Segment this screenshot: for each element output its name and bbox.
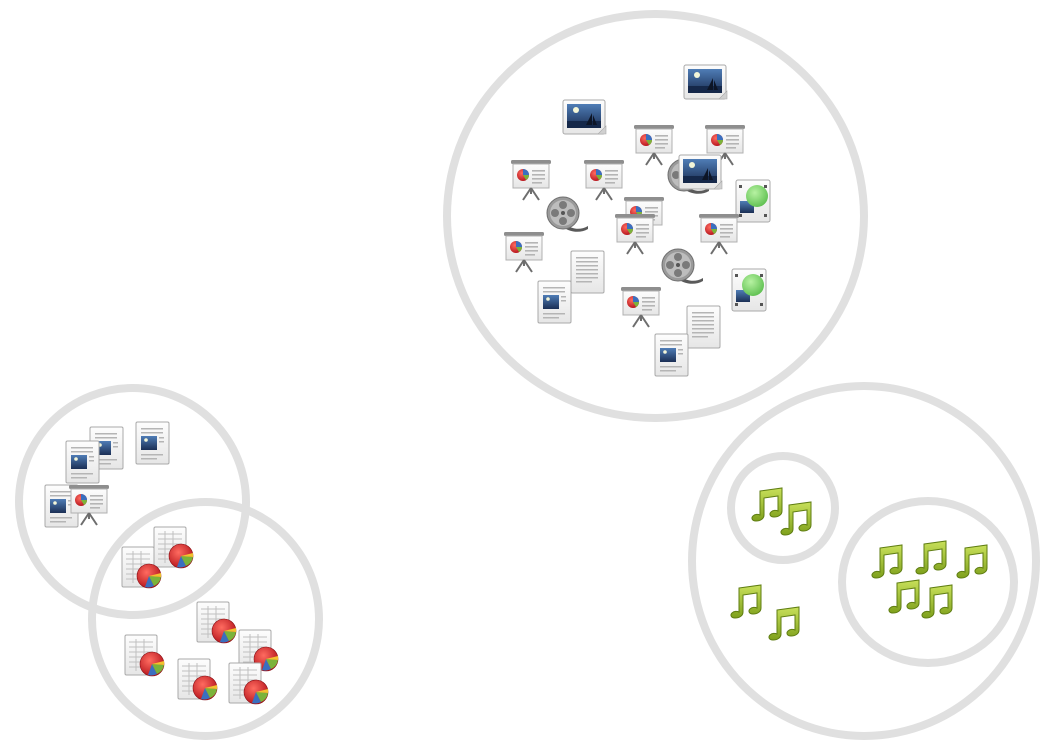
- spreadsheet-icon[interactable]: [121, 546, 163, 590]
- document-icon[interactable]: [570, 250, 606, 294]
- cluster-ring-music[interactable]: [688, 382, 1040, 740]
- image-file-icon[interactable]: [537, 280, 573, 324]
- music-note-icon[interactable]: [868, 544, 908, 580]
- cluster-ring-music-large[interactable]: [838, 497, 1018, 667]
- music-note-icon[interactable]: [727, 584, 767, 620]
- music-note-icon[interactable]: [953, 544, 993, 580]
- music-note-icon[interactable]: [918, 584, 958, 620]
- cluster-ring-music-small[interactable]: [727, 452, 839, 564]
- presentation-icon[interactable]: [502, 230, 546, 276]
- music-note-icon[interactable]: [777, 501, 817, 537]
- cluster-ring-mixed-media[interactable]: [443, 10, 868, 422]
- spreadsheet-icon[interactable]: [124, 634, 166, 678]
- presentation-icon[interactable]: [619, 285, 663, 331]
- image-file-icon[interactable]: [562, 99, 608, 137]
- document-icon[interactable]: [686, 305, 722, 349]
- music-note-icon[interactable]: [765, 606, 805, 642]
- image-file-icon[interactable]: [678, 154, 724, 192]
- spreadsheet-icon[interactable]: [196, 601, 238, 645]
- spreadsheet-icon[interactable]: [228, 662, 270, 706]
- video-reel-icon[interactable]: [658, 248, 704, 284]
- presentation-icon[interactable]: [613, 212, 657, 258]
- spreadsheet-icon[interactable]: [177, 658, 219, 702]
- presentation-icon[interactable]: [67, 483, 111, 529]
- video-reel-icon[interactable]: [543, 196, 589, 232]
- svg-image-icon[interactable]: [731, 268, 769, 312]
- cluster-ring-spreadsheets[interactable]: [88, 498, 323, 740]
- image-file-icon[interactable]: [683, 64, 729, 102]
- image-file-icon[interactable]: [654, 333, 690, 377]
- document-icon[interactable]: [135, 421, 171, 465]
- music-note-icon[interactable]: [912, 540, 952, 576]
- document-icon[interactable]: [65, 440, 101, 484]
